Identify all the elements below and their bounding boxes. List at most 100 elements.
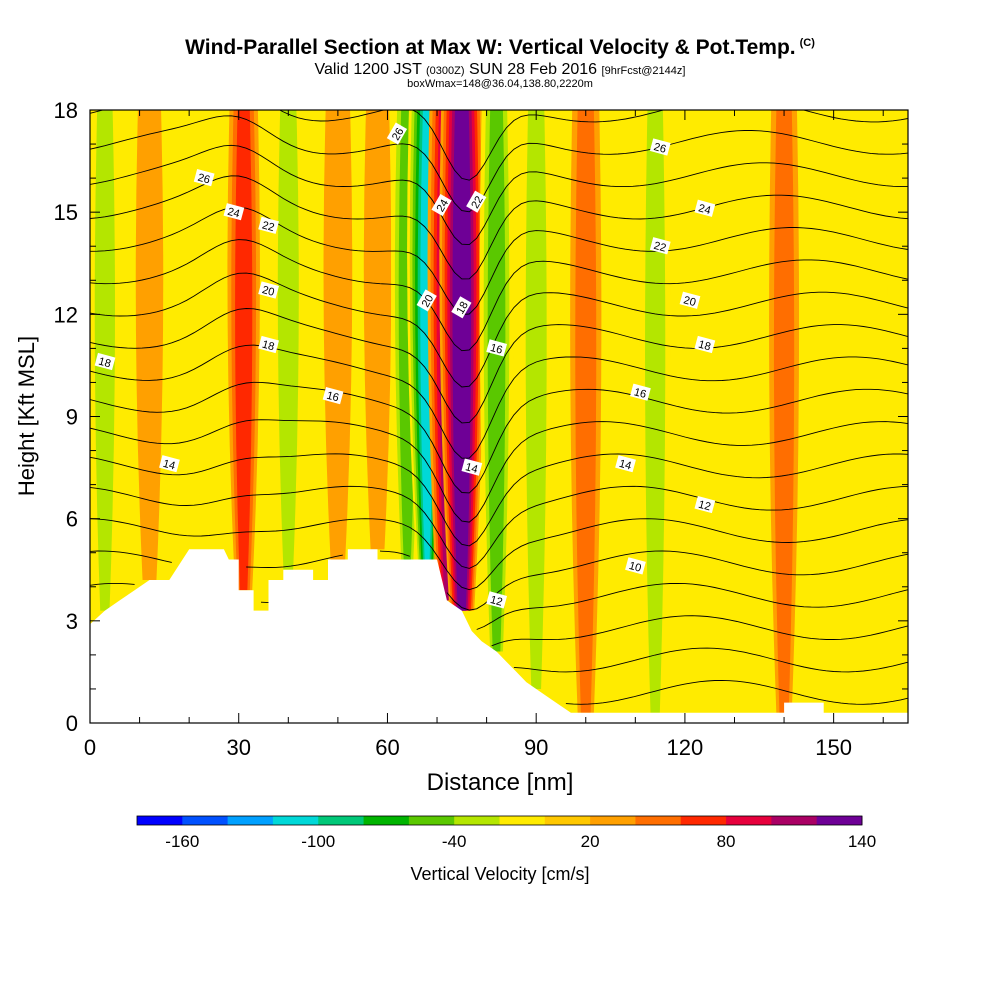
contour-label-13: 16 bbox=[486, 339, 508, 357]
contour-label-10: 22 bbox=[466, 190, 487, 213]
contour-label-text-23: 12 bbox=[697, 499, 712, 514]
contour-label-text-4: 18 bbox=[261, 339, 276, 354]
colorbar-swatch-10 bbox=[590, 816, 636, 825]
contour-label-1: 24 bbox=[223, 203, 245, 221]
contour-label-7: 18 bbox=[94, 352, 116, 370]
contour-label-text-15: 12 bbox=[489, 594, 504, 609]
colorbar-swatch-4 bbox=[318, 816, 365, 825]
colorbar-tick-label-0: -160 bbox=[165, 832, 199, 851]
contour-label-16: 26 bbox=[649, 138, 671, 156]
isentrope-3 bbox=[90, 582, 908, 630]
w-column-1-band-0 bbox=[135, 110, 164, 580]
w-column-6-band-0 bbox=[363, 110, 392, 550]
contour-label-text-0: 26 bbox=[196, 172, 211, 187]
contour-label-0: 26 bbox=[193, 169, 215, 187]
x-tick-label-2: 60 bbox=[375, 735, 399, 760]
isentrope-18 bbox=[90, 110, 908, 181]
colorbar-tick-label-5: 140 bbox=[848, 832, 876, 851]
w-column-5-band-0 bbox=[323, 110, 353, 560]
colorbar-swatch-0 bbox=[137, 816, 183, 825]
contour-label-6: 14 bbox=[159, 455, 180, 473]
contour-label-18: 22 bbox=[649, 237, 671, 255]
isentrope-4 bbox=[90, 550, 908, 611]
contour-label-12: 18 bbox=[451, 296, 472, 319]
contour-label-9: 24 bbox=[431, 194, 452, 217]
colorbar-swatch-14 bbox=[771, 816, 818, 825]
isentrope-8 bbox=[90, 419, 908, 523]
chart-subtitle: Valid 1200 JST (0300Z) SUN 28 Feb 2016 [… bbox=[314, 61, 686, 78]
contour-label-3: 20 bbox=[258, 281, 279, 299]
axes: 0 30 60 90 120 150 0 3 6 9 12 15 18 bbox=[54, 98, 908, 760]
w-column-16-band-0 bbox=[858, 110, 888, 713]
contour-label-text-13: 16 bbox=[489, 342, 504, 357]
contour-label-text-21: 16 bbox=[633, 386, 648, 401]
contour-label-text-9: 24 bbox=[435, 198, 452, 215]
y-tick-label-3: 9 bbox=[66, 405, 78, 430]
isentrope-5 bbox=[90, 518, 908, 591]
y-tick-label-2: 6 bbox=[66, 507, 78, 532]
y-tick-label-1: 3 bbox=[66, 609, 78, 634]
colorbar-swatch-5 bbox=[363, 816, 410, 825]
contour-label-text-22: 14 bbox=[618, 458, 633, 473]
isentrope-9 bbox=[90, 381, 908, 494]
contour-label-20: 18 bbox=[694, 335, 716, 353]
contour-label-17: 24 bbox=[694, 199, 716, 217]
contour-label-text-17: 24 bbox=[697, 202, 712, 217]
contour-label-text-11: 20 bbox=[420, 293, 437, 310]
contour-label-text-3: 20 bbox=[261, 284, 276, 299]
contour-label-5: 16 bbox=[322, 386, 344, 405]
x-tick-label-5: 150 bbox=[815, 735, 852, 760]
isentrope-1 bbox=[513, 647, 908, 673]
colorbar-swatch-1 bbox=[182, 816, 229, 825]
contour-label-text-24: 10 bbox=[628, 560, 643, 575]
x-tick-label-3: 90 bbox=[524, 735, 548, 760]
colorbar-swatch-12 bbox=[680, 816, 727, 825]
colorbar-tick-label-4: 80 bbox=[717, 832, 736, 851]
contour-label-4: 18 bbox=[258, 335, 279, 354]
w-column-14-band-1 bbox=[645, 110, 666, 713]
colorbar-swatch-7 bbox=[454, 816, 500, 825]
w-column-12-band-1 bbox=[525, 110, 547, 689]
colorbar-swatch-13 bbox=[726, 816, 772, 825]
contour-label-19: 20 bbox=[679, 291, 701, 309]
contour-label-14: 14 bbox=[461, 458, 483, 476]
w-column-13-band-1 bbox=[575, 110, 597, 713]
isentrope-12 bbox=[90, 272, 908, 388]
isentrope-7 bbox=[90, 453, 908, 547]
x-tick-label-4: 120 bbox=[667, 735, 704, 760]
contour-label-8: 26 bbox=[386, 122, 408, 145]
colorbar-swatch-11 bbox=[635, 816, 682, 825]
isentrope-13 bbox=[90, 239, 908, 352]
w-column-4-band-1 bbox=[277, 110, 299, 570]
colorbar-tick-label-1: -100 bbox=[301, 832, 335, 851]
chart-title: Wind-Parallel Section at Max W: Vertical… bbox=[185, 36, 815, 59]
isentrope-17 bbox=[90, 115, 908, 213]
contour-label-24: 10 bbox=[625, 557, 646, 575]
y-tick-label-0: 0 bbox=[66, 711, 78, 736]
colorbar: -160 -100 -40 20 80 140 bbox=[136, 815, 876, 851]
contour-label-text-5: 16 bbox=[325, 390, 340, 405]
contour-label-23: 12 bbox=[694, 495, 716, 514]
y-tick-label-4: 12 bbox=[54, 302, 78, 327]
isentrope-6 bbox=[90, 485, 908, 569]
x-axis-label: Distance [nm] bbox=[427, 769, 574, 796]
isentrope-0 bbox=[565, 679, 908, 705]
isentrope-15 bbox=[90, 175, 908, 280]
contour-label-text-8: 26 bbox=[390, 126, 407, 143]
chart-subtitle-box: boxWmax=148@36.04,138.80,2220m bbox=[407, 78, 593, 90]
terrain bbox=[90, 549, 908, 723]
plot-area: 26 24 22 20 18 16 14 18 26 24 22 20 18 16 14 12 26 24 22 20… bbox=[90, 110, 908, 723]
isentrope-11 bbox=[90, 308, 908, 424]
colorbar-swatch-2 bbox=[227, 816, 274, 825]
colorbar-swatch-8 bbox=[499, 816, 546, 825]
contour-label-2: 22 bbox=[258, 216, 279, 234]
contour-label-text-2: 22 bbox=[261, 219, 276, 234]
contour-label-21: 16 bbox=[630, 383, 651, 401]
contour-label-text-16: 26 bbox=[652, 141, 667, 156]
contour-labels: 26 24 22 20 18 16 14 18 26 24 22 20 18 16 14 12 26 24 22 20… bbox=[94, 122, 716, 609]
contour-label-11: 20 bbox=[416, 289, 437, 312]
contour-label-text-19: 20 bbox=[682, 294, 697, 309]
colorbar-label: Vertical Velocity [cm/s] bbox=[410, 864, 589, 884]
colorbar-tick-label-3: 20 bbox=[581, 832, 600, 851]
